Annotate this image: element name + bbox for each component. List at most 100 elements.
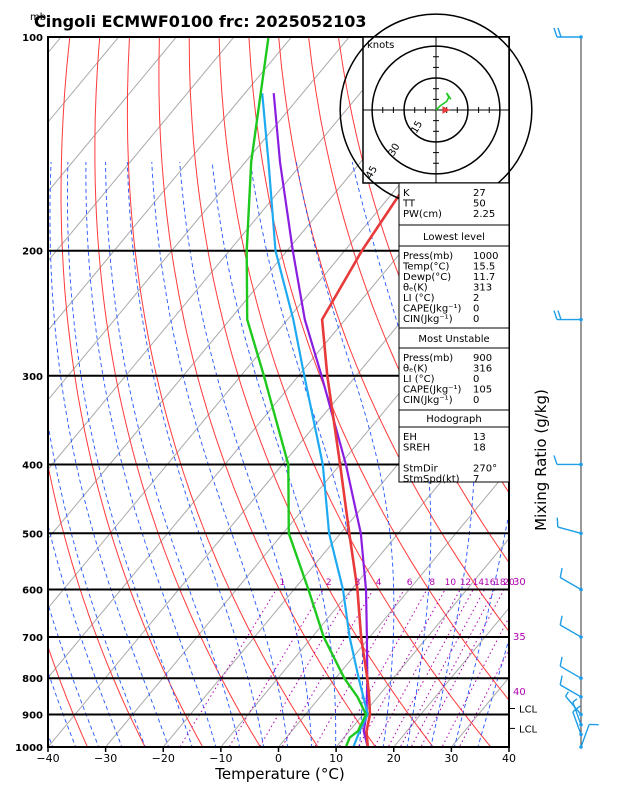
wind-barb-flag [559, 568, 563, 578]
wind-barb-flag [557, 310, 562, 320]
wind-barb-flag [553, 455, 558, 465]
index-top-value: 50 [473, 199, 486, 210]
dry-adiabat-line [158, 37, 377, 747]
mixing-ratio-lines [179, 589, 509, 747]
x-tick-label: −10 [209, 752, 232, 765]
x-tick-label: 40 [502, 752, 516, 765]
mixing-ratio-line [420, 589, 505, 747]
index-lowest-label: Press(mb) [403, 251, 453, 262]
x-tick-label: 30 [444, 752, 458, 765]
mixing-ratio-line [410, 589, 496, 747]
pressure-tick-label: 500 [22, 529, 43, 540]
wind-barb-dot [579, 712, 583, 717]
mixing-ratio-line [458, 648, 509, 747]
mixing-ratio-line [314, 589, 405, 747]
isotherm-line [48, 37, 408, 471]
mixing-ratio-line [281, 589, 374, 747]
x-tick-label: 20 [387, 752, 401, 765]
dry-adiabat-line [577, 37, 618, 762]
x-tick-label: −30 [94, 752, 117, 765]
index-lowest-label: Temp(°C) [402, 262, 450, 273]
wind-barb-flag [557, 27, 562, 38]
pressure-axis: 100 200 300 400 500 600 700 800 900 1000 [15, 33, 43, 754]
wind-barb-dot [579, 587, 583, 592]
index-lowest-label: CAPE(Jkg⁻¹) [403, 304, 461, 315]
wind-barb-staff [572, 701, 582, 725]
index-lowest-value: 11.7 [473, 272, 495, 283]
pressure-tick-label: 300 [22, 372, 43, 383]
x-tick-label: −40 [36, 752, 59, 765]
wind-barb-dot [579, 745, 583, 749]
x-tick-label: 0 [275, 752, 282, 765]
wind-barb-dot [579, 732, 583, 737]
index-lowest-label: LI (°C) [403, 293, 435, 304]
pressure-tick-label: 900 [22, 711, 43, 722]
pressure-tick-label: 1000 [15, 743, 43, 754]
index-hodo-value: 13 [473, 432, 486, 443]
x-tick-label: −20 [152, 752, 175, 765]
mixing-ratio-label: 6 [407, 578, 413, 588]
mixing-ratio-label: 3 [355, 578, 361, 588]
wind-barb-staff [559, 684, 582, 698]
dry-adiabat-line [94, 37, 261, 747]
index-hodo-label: EH [403, 432, 417, 443]
wind-barb-dot [579, 635, 583, 639]
index-hodo-label: StmDir [403, 464, 438, 475]
index-hodo-title: Hodograph [426, 414, 481, 425]
wind-barb [559, 615, 583, 639]
wind-barb-staff [559, 576, 582, 591]
dry-adiabat-line [60, 37, 204, 747]
index-mu-label: Press(mb) [403, 353, 453, 364]
isotherm-line [48, 37, 235, 262]
index-mu-label: CIN(Jkg⁻¹) [403, 395, 453, 406]
isotherm-line [48, 37, 293, 332]
index-hodo-value: 270° [473, 464, 497, 475]
index-lowest-value: 313 [473, 283, 492, 294]
isotherm-line [335, 537, 509, 747]
pressure-tick-label: 400 [22, 460, 43, 471]
wind-barb [572, 698, 583, 727]
theta-e-label: 30 [513, 577, 526, 588]
dry-adiabat-line [126, 37, 319, 747]
isotherm-line [48, 190, 509, 747]
theta-e-labels: 30 35 40 [513, 577, 526, 698]
plot-area [48, 37, 618, 762]
dry-adiabat-line [48, 462, 146, 747]
index-mu-label: LI (°C) [403, 374, 435, 385]
wind-barb-flag [553, 310, 558, 320]
index-lowest-label: θₑ(K) [403, 283, 428, 294]
mixing-ratio-label: 12 [460, 578, 471, 588]
theta-e-label: 35 [513, 632, 526, 643]
index-lowest-value: 15.5 [473, 262, 495, 273]
hodograph-trace [435, 92, 452, 111]
pressure-unit-label: mb [30, 12, 46, 23]
chart-title: Cingoli ECMWF0100 frc: 2025052103 [34, 12, 367, 31]
mixing-ratio-axis-label: Mixing Ratio (g/kg) [532, 389, 550, 531]
storm-motion-marker [442, 106, 451, 114]
index-lowest-title: Lowest level [423, 232, 485, 243]
dry-adiabat-line [48, 645, 89, 747]
index-top-label: K [403, 188, 410, 199]
index-mu-value: 0 [473, 374, 479, 385]
dry-adiabat-line [308, 37, 509, 564]
moist-adiabat-line [85, 162, 217, 747]
mixing-ratio-label: 8 [429, 578, 435, 588]
index-top-value: 2.25 [473, 209, 495, 220]
lcl-label: LCL [519, 705, 538, 716]
wind-barb-staff [580, 724, 590, 748]
wind-barb-column [553, 27, 599, 749]
dry-adiabat-line [547, 37, 618, 762]
wind-barb-flag [559, 615, 563, 626]
wind-barb-staff [559, 665, 582, 679]
wind-barb [553, 455, 583, 467]
index-box-hodo [398, 409, 510, 483]
mixing-ratio-label: 4 [376, 578, 382, 588]
dewpoint-curve [245, 37, 368, 747]
index-box-top [398, 182, 510, 226]
wind-barb [553, 27, 583, 39]
index-top-value: 27 [473, 188, 486, 199]
moist-adiabat-line [126, 161, 265, 747]
index-box-lowest [398, 224, 510, 329]
